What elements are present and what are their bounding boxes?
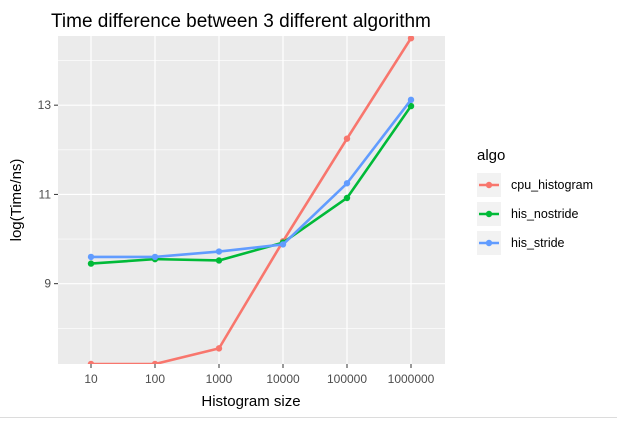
y-tick-label: 13 [38,98,52,112]
bottom-divider [0,417,617,418]
x-tick-label: 1000000 [388,372,435,386]
data-point-his_nostride [407,102,415,110]
data-point-his_nostride [215,257,223,264]
y-tick-label: 9 [44,277,51,291]
minor-grid-y [58,60,445,329]
series-line-cpu_histogram [91,37,413,364]
x-axis-label: Histogram size [201,393,300,410]
data-point-cpu_histogram [87,360,95,364]
x-tick-label: 10 [84,372,98,386]
legend-point [485,239,493,247]
data-point-cpu_histogram [407,36,415,42]
x-tick-label: 10000 [266,372,300,386]
data-point-his_stride [407,96,415,104]
x-tick-label: 1000 [206,372,233,386]
chart-title: Time difference between 3 different algo… [51,11,431,32]
data-point-cpu_histogram [215,345,223,352]
data-point-his_stride [343,180,351,187]
data-point-his_nostride [343,194,351,202]
x-axis-ticks: 10 100 1000 10000 100000 1000000 [84,364,435,386]
data-point-his_stride [151,253,159,261]
data-point-his_nostride [87,260,95,267]
data-point-his_stride [279,241,287,248]
legend-label: his_stride [511,236,565,250]
major-grid-x [90,36,412,364]
legend: algo cpu_histogram his_nostride his_stride [477,147,593,255]
series-layer [87,36,415,364]
data-point-his_stride [87,253,95,261]
data-point-cpu_histogram [343,135,351,142]
major-grid-y [58,104,445,285]
x-tick-label: 100 [145,372,165,386]
legend-title: algo [477,147,505,164]
y-tick-label: 11 [39,187,52,201]
data-point-his_stride [215,248,223,255]
x-tick-label: 100000 [327,372,367,386]
legend-point [485,210,493,218]
plot-panel [58,36,445,364]
data-point-cpu_histogram [151,360,159,364]
legend-label: his_nostride [511,207,578,221]
series-line-his_nostride [90,105,413,265]
y-axis-label: log(Time/ns) [8,159,25,242]
series-line-his_stride [91,99,413,259]
legend-point [485,181,493,189]
legend-label: cpu_histogram [511,178,593,192]
y-axis-ticks: 9 11 13 [38,98,58,291]
